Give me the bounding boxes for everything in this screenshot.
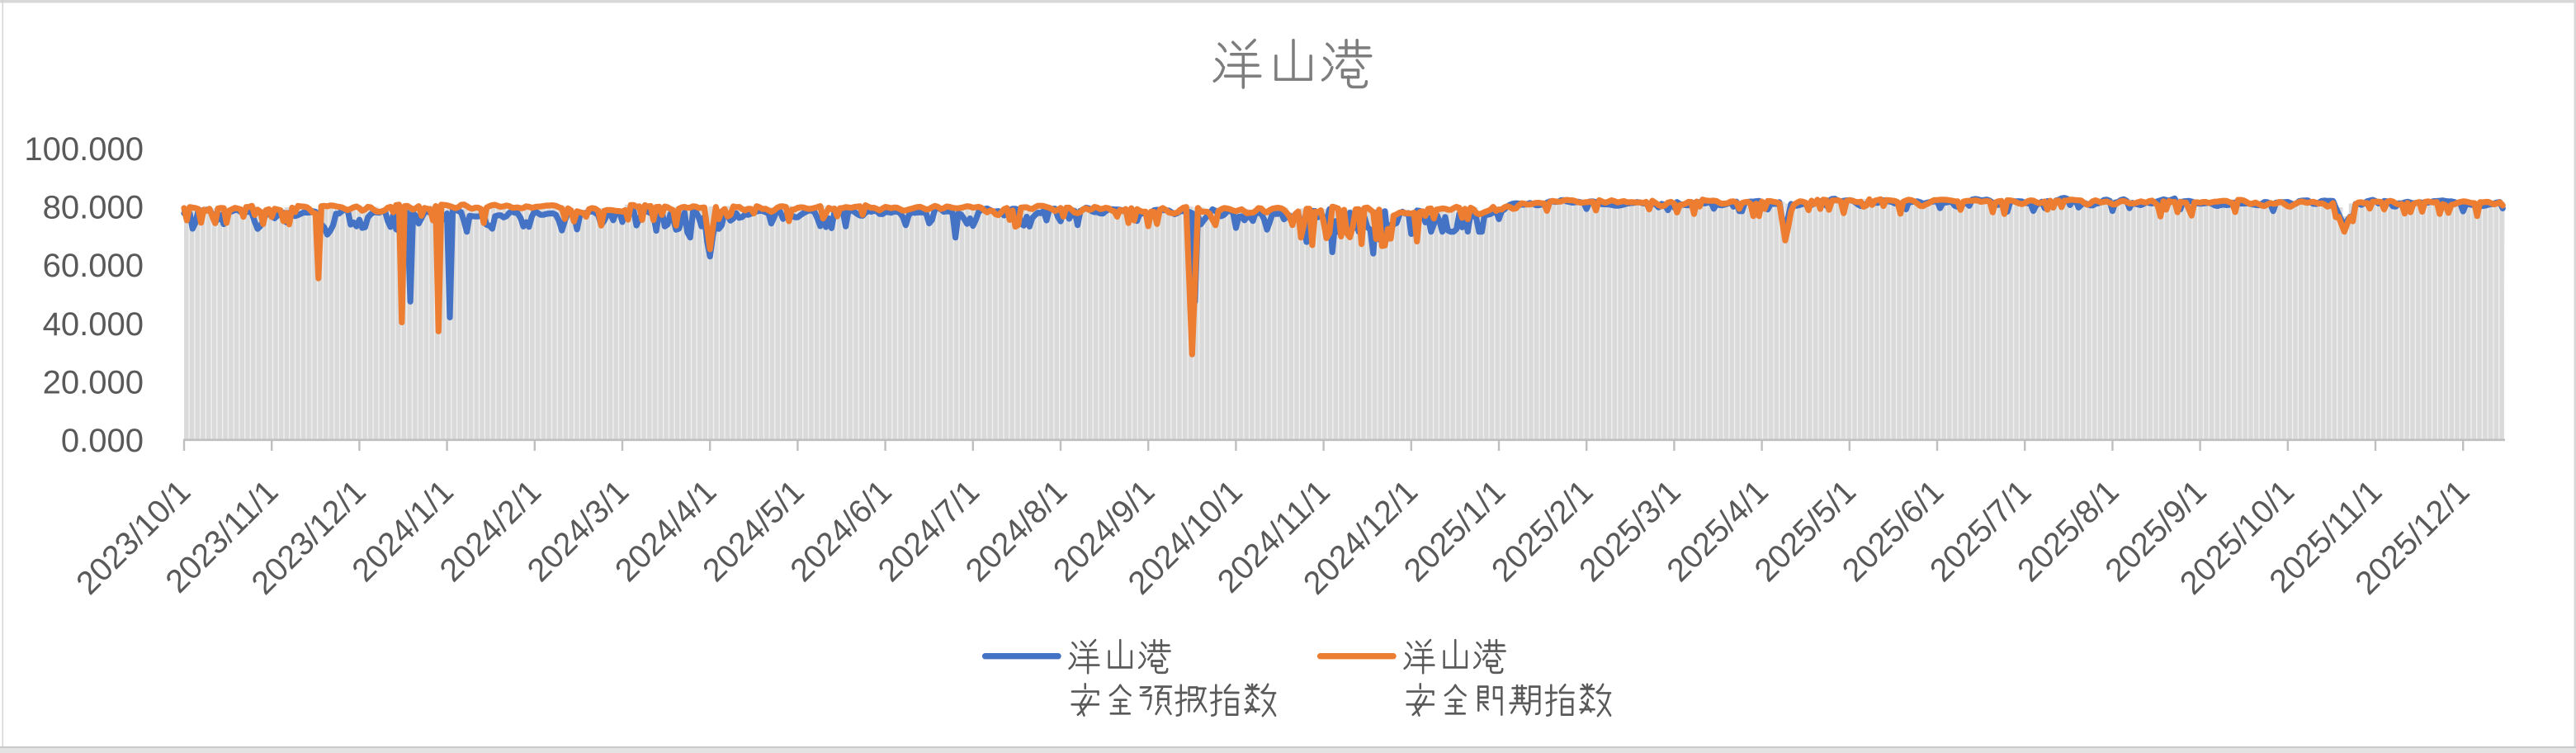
svg-text:60.000: 60.000 <box>43 248 144 284</box>
svg-text:20.000: 20.000 <box>43 364 144 400</box>
svg-text:40.000: 40.000 <box>43 306 144 343</box>
svg-text:80.000: 80.000 <box>43 190 144 226</box>
svg-text:100.000: 100.000 <box>24 131 144 168</box>
svg-text:0.000: 0.000 <box>61 423 144 459</box>
